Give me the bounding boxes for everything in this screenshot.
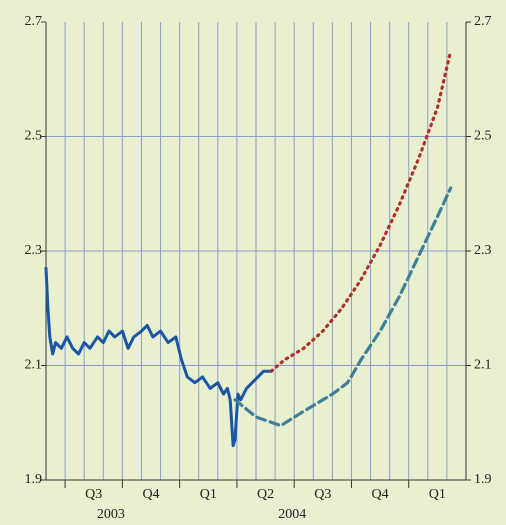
y-tick-label: 2.5 [25, 129, 43, 144]
x-tick-label: Q1 [200, 487, 217, 502]
year-label: 2003 [97, 507, 125, 522]
x-tick-label: Q1 [429, 487, 446, 502]
x-tick-label: Q4 [142, 487, 159, 502]
y2-tick-label: 2.1 [474, 358, 492, 373]
y2-tick-label: 2.3 [474, 243, 492, 258]
x-tick-label: Q3 [85, 487, 102, 502]
y2-tick-label: 2.7 [474, 14, 492, 29]
series-line [269, 49, 453, 373]
y2-tick-label: 1.9 [474, 472, 492, 487]
x-tick-label: Q2 [257, 487, 274, 502]
y-tick-label: 2.3 [25, 243, 43, 258]
series-line [44, 266, 273, 448]
x-tick-label: Q3 [314, 487, 331, 502]
y-tick-label: 1.9 [25, 472, 43, 487]
y2-tick-label: 2.5 [474, 129, 492, 144]
y-tick-label: 2.1 [25, 358, 43, 373]
series-line [233, 186, 453, 428]
y-tick-label: 2.7 [25, 14, 43, 29]
year-label: 2004 [278, 507, 306, 522]
x-tick-label: Q4 [372, 487, 389, 502]
